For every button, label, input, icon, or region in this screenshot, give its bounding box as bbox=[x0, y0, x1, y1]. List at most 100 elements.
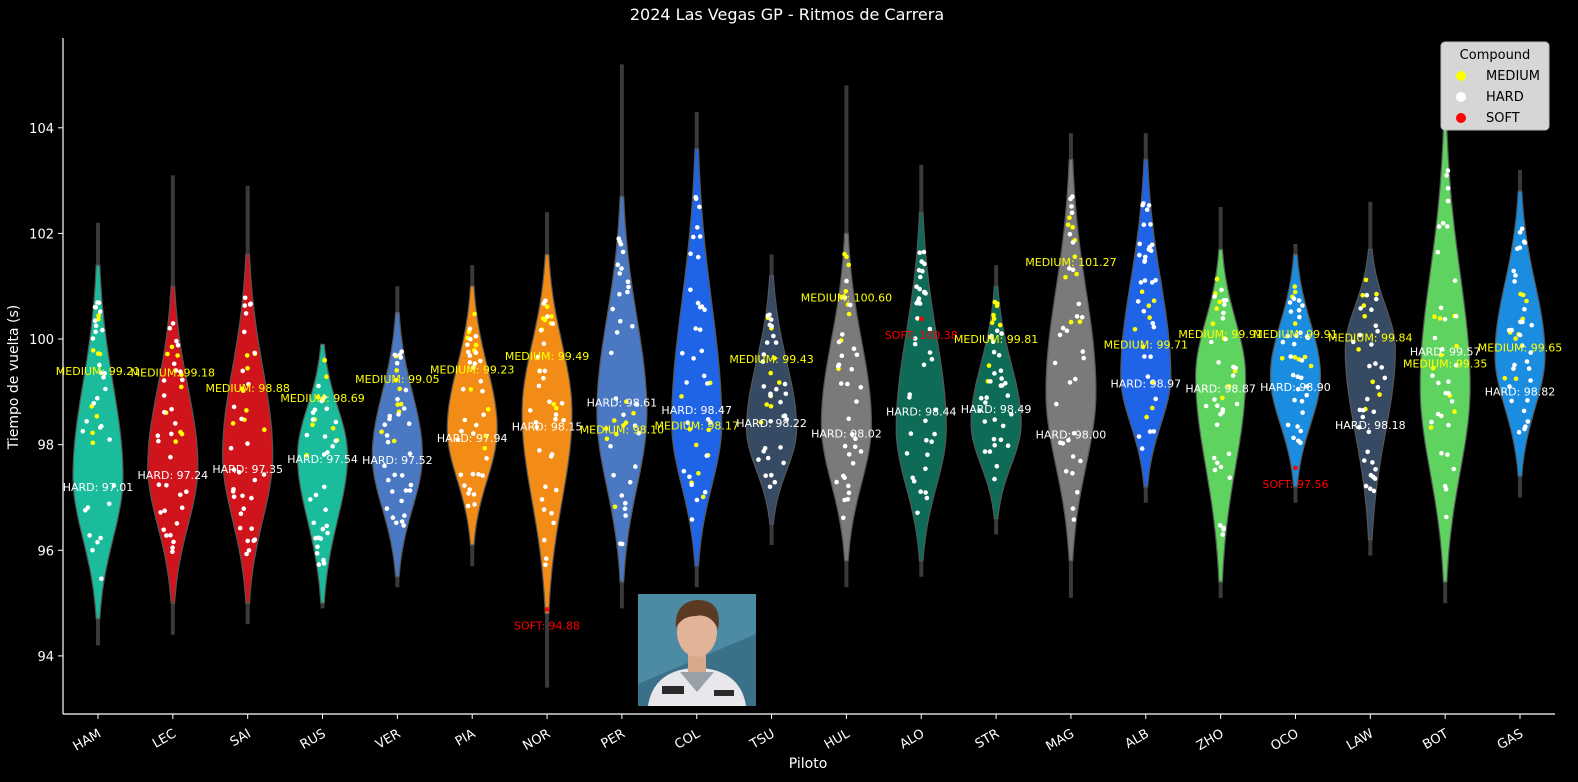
violin-col: HARD: 98.47 MEDIUM: 98.17 bbox=[655, 111, 739, 588]
lap-point bbox=[612, 504, 618, 510]
driver-photo bbox=[638, 594, 756, 706]
lap-point bbox=[1377, 392, 1382, 397]
lap-point bbox=[394, 368, 400, 373]
y-tick-label: 96 bbox=[37, 544, 54, 559]
lap-point bbox=[1369, 342, 1374, 347]
lap-point bbox=[239, 416, 244, 422]
lap-point bbox=[169, 344, 175, 350]
annotation-label: MEDIUM: 99.84 bbox=[1328, 332, 1412, 345]
lap-point bbox=[1067, 215, 1072, 220]
lap-point bbox=[161, 378, 167, 383]
lap-point bbox=[179, 384, 184, 390]
lap-point bbox=[474, 422, 479, 428]
lap-point bbox=[771, 333, 776, 339]
lap-point bbox=[321, 561, 327, 566]
lap-point bbox=[231, 487, 236, 492]
lap-point bbox=[184, 489, 189, 495]
lap-point bbox=[1367, 363, 1372, 369]
lap-point bbox=[834, 479, 839, 485]
lap-point bbox=[480, 473, 486, 478]
lap-point bbox=[697, 327, 703, 333]
lap-point bbox=[1222, 302, 1227, 307]
lap-point bbox=[244, 353, 250, 358]
lap-point bbox=[1070, 194, 1075, 199]
lap-point bbox=[1438, 352, 1444, 358]
lap-point bbox=[1212, 397, 1217, 402]
lap-point bbox=[988, 379, 993, 384]
lap-point bbox=[781, 460, 786, 466]
x-tick-label: LEC bbox=[150, 726, 179, 751]
lap-point bbox=[483, 433, 489, 439]
lap-point bbox=[1445, 452, 1450, 457]
lap-point bbox=[1451, 466, 1457, 472]
lap-point bbox=[1067, 231, 1073, 237]
x-tick-label: GAS bbox=[1495, 726, 1526, 753]
legend: Compound MEDIUM HARD SOFT bbox=[1440, 41, 1550, 131]
lap-point bbox=[237, 525, 243, 531]
lap-point bbox=[1445, 224, 1450, 229]
lap-point bbox=[392, 352, 398, 358]
lap-point bbox=[458, 472, 464, 478]
violin-zho: MEDIUM: 99.91 HARD: 98.87 bbox=[1178, 207, 1263, 598]
lap-point bbox=[175, 342, 181, 348]
lap-point bbox=[170, 549, 175, 554]
lap-point bbox=[548, 454, 554, 459]
lap-point bbox=[1370, 460, 1375, 465]
lap-point bbox=[1435, 411, 1441, 417]
lap-point bbox=[1512, 362, 1517, 368]
lap-point bbox=[1502, 376, 1508, 381]
lap-point bbox=[924, 495, 930, 501]
lap-point bbox=[478, 378, 484, 384]
lap-point bbox=[1215, 460, 1220, 466]
lap-point bbox=[98, 370, 104, 376]
lap-point bbox=[769, 472, 774, 478]
lap-point bbox=[1373, 467, 1378, 472]
lap-point bbox=[544, 304, 550, 310]
plot-area: 94 96 98 100 102 104 MEDIUM: 99.21 HARD: 97.01 H… bbox=[29, 38, 1562, 754]
lap-point bbox=[1520, 319, 1525, 325]
lap-point bbox=[1430, 373, 1435, 379]
lap-point bbox=[702, 307, 707, 313]
lap-point bbox=[761, 384, 767, 389]
lap-point bbox=[1054, 401, 1059, 407]
lap-point bbox=[846, 490, 852, 496]
lap-point bbox=[1052, 360, 1058, 366]
lap-point bbox=[238, 511, 244, 516]
lap-point bbox=[304, 453, 309, 458]
lap-point bbox=[619, 266, 624, 271]
lap-point bbox=[841, 515, 846, 521]
lap-point bbox=[849, 432, 855, 437]
lap-point bbox=[614, 330, 620, 335]
lap-point bbox=[1075, 490, 1080, 495]
lap-point bbox=[1453, 363, 1459, 368]
lap-point bbox=[252, 477, 258, 483]
lap-point bbox=[406, 421, 412, 427]
lap-point bbox=[1142, 278, 1148, 283]
lap-point bbox=[1138, 280, 1144, 285]
lap-point bbox=[1438, 305, 1444, 311]
lap-point bbox=[915, 510, 920, 516]
lap-point bbox=[1147, 429, 1153, 434]
lap-point bbox=[473, 333, 479, 339]
violin-body bbox=[1269, 253, 1322, 488]
lap-point bbox=[231, 494, 237, 500]
lap-point bbox=[1148, 222, 1153, 227]
lap-point bbox=[842, 443, 848, 449]
lap-point bbox=[691, 234, 696, 240]
lap-point bbox=[325, 530, 330, 536]
lap-point bbox=[323, 507, 328, 512]
lap-point bbox=[83, 508, 88, 513]
lap-point bbox=[252, 350, 257, 356]
y-axis-label: Tiempo de vuelta (s) bbox=[6, 305, 22, 451]
violin-body bbox=[296, 343, 349, 604]
lap-point bbox=[992, 417, 997, 422]
lap-point bbox=[1070, 454, 1076, 459]
violin-hul: MEDIUM: 100.60 HARD: 98.02 bbox=[801, 85, 892, 588]
lap-point bbox=[93, 323, 99, 329]
lap-point bbox=[401, 523, 407, 528]
lap-point bbox=[617, 271, 622, 276]
lap-point bbox=[164, 533, 169, 538]
lap-point bbox=[1429, 419, 1434, 425]
lap-point bbox=[838, 381, 844, 386]
lap-point bbox=[397, 352, 403, 358]
